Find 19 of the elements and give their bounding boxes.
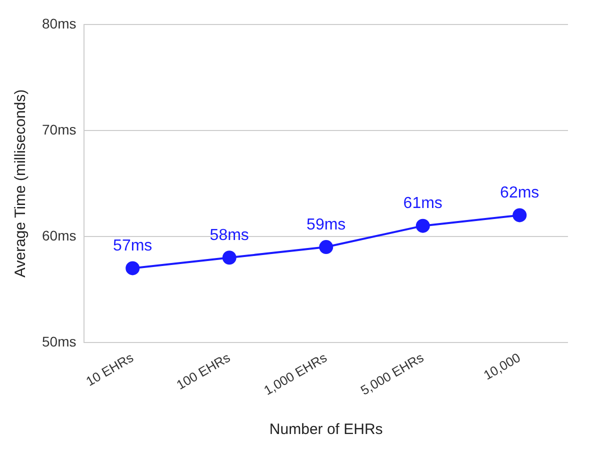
x-axis-title: Number of EHRs bbox=[269, 421, 383, 438]
point bbox=[222, 250, 236, 265]
x-tick-label: 100 EHRs bbox=[174, 350, 234, 393]
data-label: 62ms bbox=[500, 184, 540, 202]
data-label: 57ms bbox=[113, 238, 152, 255]
data-label: 58ms bbox=[210, 227, 249, 244]
x-tick-label: 5,000 EHRs bbox=[358, 350, 427, 398]
y-tick-label: 50ms bbox=[42, 333, 76, 350]
y-tick-label: 80ms bbox=[42, 15, 76, 32]
y-tick-label: 70ms bbox=[42, 121, 76, 138]
data-label: 61ms bbox=[403, 195, 442, 212]
data-label: 59ms bbox=[306, 216, 346, 234]
point bbox=[319, 240, 334, 254]
x-tick-label: 10 EHRs bbox=[83, 350, 136, 389]
point bbox=[126, 261, 140, 276]
point bbox=[512, 208, 527, 222]
y-axis-title: Average Time (milliseconds) bbox=[12, 89, 30, 278]
y-tick-label: 60ms bbox=[42, 227, 76, 244]
point bbox=[416, 218, 430, 233]
